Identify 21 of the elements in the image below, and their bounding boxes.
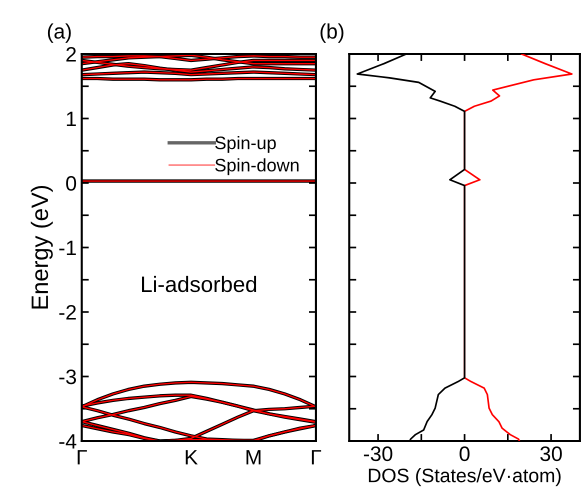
y-axis-title: Energy (eV) [30,186,53,309]
x-tick-label: -30 [364,446,392,462]
y-tick-label: -2 [59,305,76,320]
y-tick-label: 1 [66,112,76,126]
chart-title: (b) [320,23,344,43]
x-tick-label: 30 [540,446,562,462]
x-tick-label: Γ [312,450,322,464]
legend-label: Spin-up [215,136,276,153]
y-tick-label: 0 [66,176,76,191]
x-tick-label: M [246,450,260,464]
chart-title: (a) [48,23,71,43]
x-axis-title: DOS (States/eV·atom) [368,468,561,486]
y-tick-label: 2 [66,47,76,62]
y-tick-label: -1 [59,240,76,256]
annotation: Li-adsorbed [142,276,256,292]
y-tick-label: -3 [59,370,76,384]
legend-label: Spin-down [215,158,299,176]
x-tick-label: 0 [460,446,470,462]
x-tick-label: Γ [78,450,87,464]
x-tick-label: K [186,450,198,464]
y-tick-label: -4 [59,434,76,449]
